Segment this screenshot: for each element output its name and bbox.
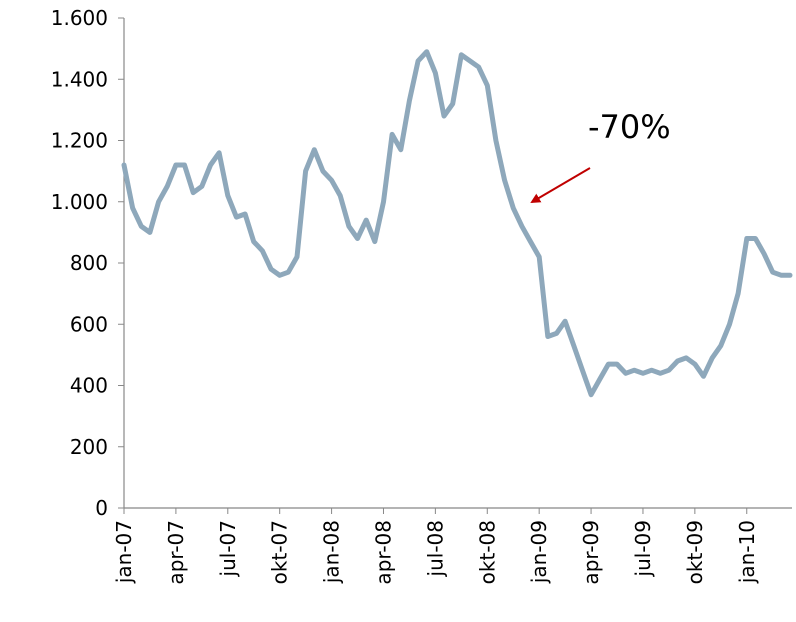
line-series: [121, 49, 793, 398]
x-tick-label: okt-07: [268, 520, 292, 584]
annotation: -70%: [588, 108, 671, 146]
y-tick-label: 200: [70, 435, 108, 459]
x-tick-label: jul-08: [423, 520, 447, 577]
y-tick-label: 1.000: [51, 190, 108, 214]
x-tick-label: jan-09: [527, 520, 551, 584]
annotation-arrow: [530, 167, 591, 204]
x-tick-label: jul-09: [631, 520, 655, 577]
x-tick-label: jan-10: [735, 520, 759, 584]
x-tick-label: apr-08: [371, 520, 395, 585]
y-tick-label: 1.600: [51, 6, 108, 30]
y-tick-label: 800: [70, 251, 108, 275]
y-tick-label: 1.400: [51, 67, 108, 91]
y-tick-label: 0: [95, 496, 108, 520]
y-tick-label: 1.200: [51, 129, 108, 153]
x-tick-label: okt-09: [683, 520, 707, 584]
y-tick-label: 400: [70, 374, 108, 398]
x-tick-label: apr-09: [579, 520, 603, 585]
x-tick-label: okt-08: [475, 520, 499, 584]
y-tick-label: 600: [70, 312, 108, 336]
x-tick-label: apr-07: [164, 520, 188, 585]
x-tick-label: jan-07: [112, 520, 136, 584]
x-tick-label: jul-07: [216, 520, 240, 577]
x-tick-label: jan-08: [320, 520, 344, 584]
